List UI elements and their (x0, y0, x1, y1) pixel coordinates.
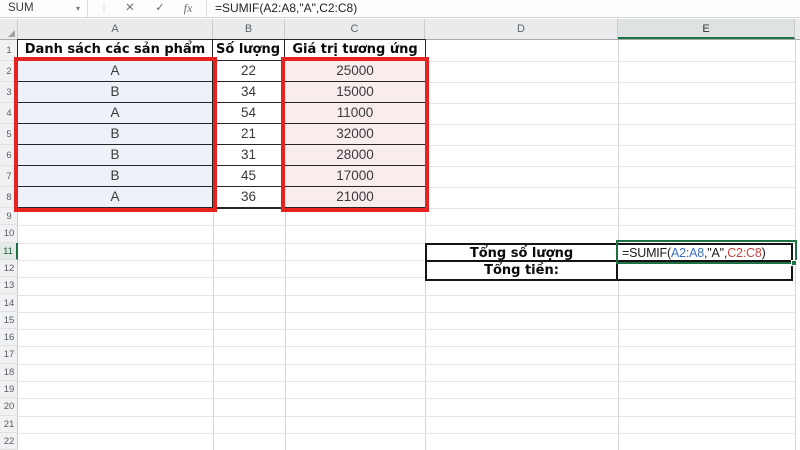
sumif-formula-cell[interactable]: =SUMIF(A2:A8,"A",C2:C8) (618, 245, 791, 262)
value-cell[interactable]: 17000 (285, 166, 425, 187)
quantity-cell[interactable]: 36 (213, 187, 285, 208)
row-header-12[interactable]: 12 (0, 260, 18, 278)
fill-handle[interactable] (791, 260, 797, 266)
product-cell[interactable]: B (18, 145, 213, 166)
column-header-e[interactable]: E (618, 19, 795, 39)
row-header-10[interactable]: 10 (0, 225, 18, 243)
select-all-corner[interactable] (0, 19, 18, 39)
product-table: Danh sách các sản phẩm Số lượng Giá trị … (17, 39, 426, 209)
gridline (18, 433, 795, 434)
column-header-d[interactable]: D (425, 19, 618, 39)
gridline (18, 312, 795, 313)
gridline (18, 225, 795, 226)
row-header-20[interactable]: 20 (0, 398, 18, 416)
quantity-cell[interactable]: 21 (213, 124, 285, 145)
gridline (18, 295, 795, 296)
gridline (18, 416, 795, 417)
gridline (18, 364, 795, 365)
name-box[interactable]: SUM ▾ (0, 0, 88, 17)
row-header-21[interactable]: 21 (0, 416, 18, 433)
row-header-6[interactable]: 6 (0, 145, 18, 166)
product-cell[interactable]: B (18, 166, 213, 187)
row-header-16[interactable]: 16 (0, 329, 18, 347)
enter-check-icon[interactable]: ✓ (155, 2, 165, 14)
select-all-triangle-icon (8, 30, 15, 37)
gridline (18, 398, 795, 399)
row-header-14[interactable]: 14 (0, 295, 18, 312)
value-cell[interactable]: 28000 (285, 145, 425, 166)
product-cell[interactable]: A (18, 103, 213, 124)
formula-part: ,"A", (704, 246, 728, 260)
total-money-result-cell[interactable] (618, 262, 791, 279)
gridline (285, 40, 286, 450)
value-header-cell[interactable]: Giá trị tương ứng (285, 40, 425, 61)
row-header-2[interactable]: 2 (0, 61, 18, 82)
grip-dots-icon: ⋮ (99, 3, 109, 14)
row-header-15[interactable]: 15 (0, 312, 18, 330)
row-header-22[interactable]: 22 (0, 433, 18, 450)
gridline (18, 346, 795, 347)
row-header-4[interactable]: 4 (0, 103, 18, 124)
insert-function-icon[interactable]: fx (183, 1, 193, 15)
product-header-cell[interactable]: Danh sách các sản phẩm (18, 40, 213, 61)
total-money-label-cell[interactable]: Tổng tiền: (427, 262, 618, 279)
gridline (18, 243, 795, 244)
formula-bar: SUM ▾ ⋮ ✕ ✓ fx =SUMIF(A2:A8,"A",C2:C8) (0, 0, 800, 18)
chevron-down-icon[interactable]: ▾ (75, 4, 80, 13)
product-cell[interactable]: B (18, 124, 213, 145)
cancel-icon[interactable]: ✕ (125, 2, 135, 14)
formula-input[interactable]: =SUMIF(A2:A8,"A",C2:C8) (215, 1, 358, 15)
row-header-18[interactable]: 18 (0, 364, 18, 381)
row-header-strip: 1 2 3 4 5 6 7 8 9 10 11 12 13 14 15 16 17 18 19 20 21 22 (0, 40, 18, 450)
value-cell[interactable]: 21000 (285, 187, 425, 208)
row-header-5[interactable]: 5 (0, 124, 18, 145)
quantity-cell[interactable]: 31 (213, 145, 285, 166)
formula-range2: C2:C8 (727, 246, 762, 260)
gridline (18, 381, 795, 382)
product-cell[interactable]: B (18, 82, 213, 103)
value-cell[interactable]: 15000 (285, 82, 425, 103)
row-header-7[interactable]: 7 (0, 166, 18, 187)
name-box-value: SUM (8, 2, 34, 14)
gridline (213, 40, 214, 450)
row-header-17[interactable]: 17 (0, 346, 18, 364)
row-header-19[interactable]: 19 (0, 381, 18, 399)
row-header-11[interactable]: 11 (0, 242, 18, 260)
formula-part: ) (761, 246, 766, 260)
product-cell[interactable]: A (18, 187, 213, 208)
row-header-8[interactable]: 8 (0, 187, 18, 208)
summary-table: Tổng số lượng =SUMIF(A2:A8,"A",C2:C8) Tổ… (425, 243, 793, 281)
gridline (18, 260, 795, 261)
row-header-9[interactable]: 9 (0, 208, 18, 226)
value-cell[interactable]: 11000 (285, 103, 425, 124)
quantity-cell[interactable]: 34 (213, 82, 285, 103)
quantity-cell[interactable]: 54 (213, 103, 285, 124)
formula-bar-divider (206, 0, 207, 17)
column-header-b[interactable]: B (213, 19, 285, 39)
row-header-13[interactable]: 13 (0, 277, 18, 295)
product-cell[interactable]: A (18, 61, 213, 82)
gridline (795, 40, 796, 450)
total-quantity-label-cell[interactable]: Tổng số lượng (427, 245, 618, 262)
row-header-3[interactable]: 3 (0, 82, 18, 103)
quantity-header-cell[interactable]: Số lượng (213, 40, 285, 61)
formula-part: =SUMIF( (622, 246, 671, 260)
gridline (18, 277, 795, 278)
value-cell[interactable]: 25000 (285, 61, 425, 82)
formula-range1: A2:A8 (670, 246, 705, 260)
row-header-1[interactable]: 1 (0, 40, 18, 61)
column-header-c[interactable]: C (285, 19, 425, 39)
quantity-cell[interactable]: 22 (213, 61, 285, 82)
value-cell[interactable]: 32000 (285, 124, 425, 145)
quantity-cell[interactable]: 45 (213, 166, 285, 187)
gridline (18, 329, 795, 330)
column-header-a[interactable]: A (18, 19, 213, 39)
